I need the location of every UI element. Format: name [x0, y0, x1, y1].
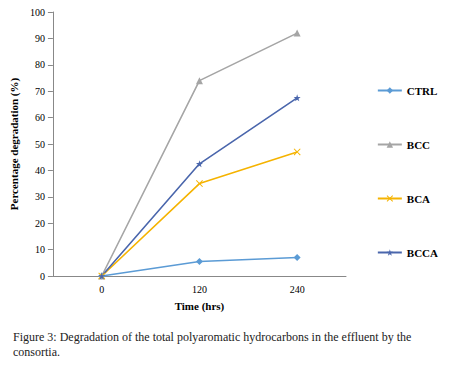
- svg-text:CTRL: CTRL: [407, 85, 438, 97]
- svg-text:90: 90: [35, 33, 45, 44]
- svg-text:10: 10: [35, 244, 45, 255]
- svg-text:240: 240: [290, 284, 305, 295]
- svg-text:Percentage degradation (%): Percentage degradation (%): [8, 77, 21, 210]
- svg-text:consortia.: consortia.: [13, 345, 60, 359]
- svg-text:0: 0: [99, 284, 104, 295]
- svg-text:BCCA: BCCA: [407, 247, 438, 259]
- svg-text:20: 20: [35, 218, 45, 229]
- svg-text:60: 60: [35, 112, 45, 123]
- svg-text:40: 40: [35, 165, 45, 176]
- svg-text:30: 30: [35, 191, 45, 202]
- svg-text:100: 100: [30, 7, 45, 18]
- svg-text:0: 0: [40, 271, 45, 282]
- svg-text:BCA: BCA: [407, 193, 430, 205]
- svg-text:70: 70: [35, 86, 45, 97]
- svg-text:Time (hrs): Time (hrs): [175, 300, 225, 313]
- svg-text:BCC: BCC: [407, 139, 430, 151]
- svg-text:Figure 3: Degradation of the t: Figure 3: Degradation of the total polya…: [13, 330, 414, 344]
- svg-text:80: 80: [35, 59, 45, 70]
- svg-text:120: 120: [192, 284, 207, 295]
- svg-text:50: 50: [35, 139, 45, 150]
